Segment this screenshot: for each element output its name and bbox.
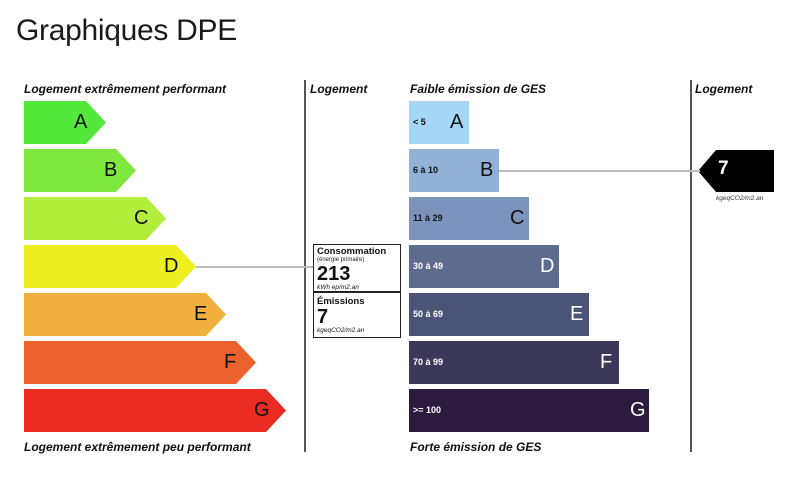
consommation-title: Consommation: [317, 246, 387, 257]
ges-current-marker: [698, 150, 774, 192]
emissions-value: 7: [317, 306, 329, 328]
ges-bar-label-a: A: [450, 111, 464, 133]
energy-bar-a: A: [24, 101, 106, 144]
energy-bar-e: E: [24, 293, 226, 336]
ges-bar-range-d: 30 à 49: [413, 261, 444, 271]
ges-bar-range-a: < 5: [413, 117, 426, 127]
energy-header-bottom: Logement extrêmement peu performant: [24, 440, 251, 454]
ges-marker-unit: kgeqCO2/m2.an: [716, 195, 764, 202]
consommation-box: Consommation (énergie primaire) 213 kWh …: [313, 244, 401, 292]
ges-header-bottom: Forte émission de GES: [410, 440, 542, 454]
ges-bar-a: < 5 A: [409, 101, 469, 144]
ges-bar-range-f: 70 à 99: [413, 357, 444, 367]
energy-current-connector: [196, 265, 313, 268]
energy-logement-header: Logement: [310, 82, 368, 96]
energy-bar-label-d: D: [164, 255, 179, 277]
energy-bar-label-b: B: [104, 159, 118, 181]
energy-bar-label-c: C: [134, 207, 149, 229]
emissions-unit: kgeqCO2/m2.an: [317, 327, 365, 334]
ges-bar-range-b: 6 à 10: [413, 165, 439, 175]
page-title: Graphiques DPE: [16, 14, 237, 47]
energy-bar-label-a: A: [74, 111, 88, 133]
ges-divider: [690, 80, 692, 452]
ges-bar-label-g: G: [630, 399, 646, 421]
energy-bar-g: G: [24, 389, 286, 432]
consommation-subtitle: (énergie primaire): [317, 257, 365, 263]
energy-bar-f: F: [24, 341, 256, 384]
ges-bar-d: 30 à 49 D: [409, 245, 559, 288]
ges-bar-label-e: E: [570, 303, 584, 325]
ges-bar-f: 70 à 99 F: [409, 341, 619, 384]
consommation-unit: kWh ep/m2.an: [317, 284, 359, 291]
ges-bar-label-b: B: [480, 159, 494, 181]
emissions-title: Émissions: [317, 296, 365, 307]
ges-bar-g: >= 100 G: [409, 389, 649, 432]
energy-bar-label-g: G: [254, 399, 270, 421]
ges-bar-range-e: 50 à 69: [413, 309, 444, 319]
ges-current-connector: [499, 169, 700, 172]
ges-bar-b: 6 à 10 B: [409, 149, 499, 192]
ges-bar-c: 11 à 29 C: [409, 197, 529, 240]
energy-bar-label-e: E: [194, 303, 208, 325]
ges-bar-range-g: >= 100: [413, 405, 442, 415]
energy-bar-label-f: F: [224, 351, 237, 373]
ges-logement-header: Logement: [695, 82, 753, 96]
ges-bar-label-c: C: [510, 207, 525, 229]
consommation-value: 213: [317, 263, 351, 285]
ges-bar-range-c: 11 à 29: [413, 213, 443, 223]
energy-bar-d: D: [24, 245, 196, 288]
ges-bar-e: 50 à 69 E: [409, 293, 589, 336]
ges-marker-value: 7: [718, 158, 729, 179]
ges-bar-label-d: D: [540, 255, 555, 277]
emissions-box: Émissions 7 kgeqCO2/m2.an: [313, 292, 401, 338]
energy-bar-c: C: [24, 197, 166, 240]
ges-header-top: Faible émission de GES: [410, 82, 547, 96]
energy-header-top: Logement extrêmement performant: [24, 82, 227, 96]
ges-bar-label-f: F: [600, 351, 613, 373]
energy-bar-b: B: [24, 149, 136, 192]
